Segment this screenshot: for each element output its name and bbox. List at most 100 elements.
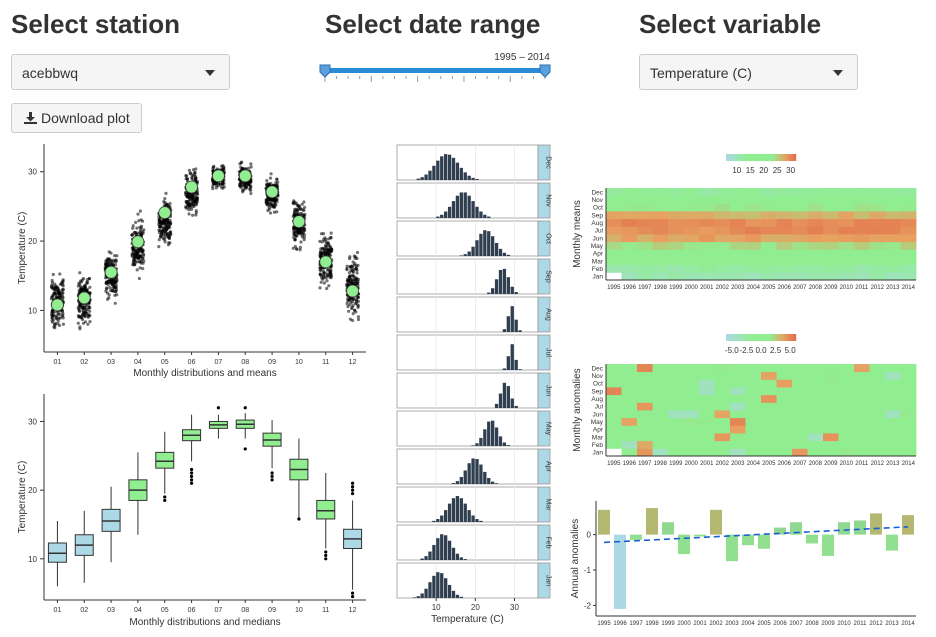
- histogram-bar: [510, 398, 514, 408]
- heatmap-cell: [854, 264, 870, 273]
- histogram-bar: [424, 174, 428, 180]
- heatmap-cell: [668, 195, 684, 204]
- heatmap-cell: [823, 203, 839, 212]
- outlier-point: [189, 478, 194, 482]
- histogram-bar: [440, 573, 444, 598]
- heatmap-cell: [869, 188, 886, 197]
- month-label: Jun: [593, 411, 604, 418]
- histogram-bar: [510, 286, 514, 294]
- slider-handle-end[interactable]: [539, 64, 551, 78]
- histogram-bar: [467, 251, 471, 256]
- heatmap-cell: [761, 218, 777, 227]
- slider-handle-start[interactable]: [319, 64, 331, 78]
- mean-point-07: [212, 169, 225, 183]
- legend-tick-label: 5.0: [785, 346, 797, 355]
- heatmap-cell: [823, 410, 839, 419]
- histogram-bar: [475, 443, 479, 446]
- heatmap-cell: [838, 364, 855, 373]
- heatmap-cell: [900, 364, 917, 373]
- chevron-down-icon: [833, 70, 843, 76]
- heatmap-cell: [699, 218, 715, 227]
- histogram-bar: [475, 179, 479, 180]
- heatmap-cell: [714, 241, 731, 250]
- facet-label: Sep: [545, 270, 552, 283]
- heatmap-cell: [776, 417, 793, 426]
- heatmap-cell: [730, 226, 746, 235]
- heatmap-cell: [745, 433, 762, 442]
- heatmap-cell: [869, 364, 886, 373]
- outlier-point: [243, 406, 247, 410]
- heatmap-cell: [730, 425, 746, 434]
- heatmap-cell: [714, 425, 731, 434]
- heatmap-cell: [637, 218, 653, 227]
- heatmap-cell: [730, 448, 746, 457]
- heatmap-cell: [792, 188, 808, 197]
- histogram-bar: [436, 538, 440, 560]
- heatmap-cell: [621, 364, 638, 373]
- heatmap-cell: [823, 394, 839, 403]
- heatmap-cell: [869, 264, 886, 273]
- heatmap-cell: [652, 188, 669, 197]
- heatmap-cell: [854, 257, 870, 266]
- heatmap-cell: [776, 410, 793, 419]
- heatmap-cell: [637, 226, 653, 235]
- heatmap-cell: [606, 264, 622, 273]
- heatmap-cell: [776, 234, 793, 243]
- heatmap-cell: [885, 364, 901, 373]
- histogram-bar: [494, 279, 499, 294]
- heatmap-cell: [823, 425, 839, 434]
- histogram-bar: [463, 559, 467, 560]
- heatmap-cell: [606, 410, 622, 419]
- variable-select[interactable]: Temperature (C): [639, 54, 858, 90]
- heatmap-cell: [652, 402, 669, 411]
- heatmap-cell: [854, 188, 870, 197]
- heatmap-cell: [621, 425, 638, 434]
- year-label: 2001: [700, 461, 714, 467]
- heatmap-cell: [637, 387, 653, 396]
- heatmap-cell: [869, 195, 886, 204]
- heatmap-cell: [761, 417, 777, 426]
- heatmap-cell: [730, 410, 746, 419]
- histogram-bar: [483, 429, 487, 446]
- annual-bar-2005: [758, 534, 770, 549]
- heatmap-cell: [807, 440, 824, 449]
- histogram-bar: [475, 206, 479, 218]
- heatmap-cell: [869, 257, 886, 266]
- facet-panel: [396, 258, 539, 295]
- heatmap-cell: [776, 440, 793, 449]
- heatmap-cell: [652, 433, 669, 442]
- heatmap-cell: [807, 272, 824, 281]
- heatmap-cell: [606, 203, 622, 212]
- heatmap-cell: [792, 410, 808, 419]
- mean-point-12: [346, 284, 359, 298]
- heatmap-cell: [745, 234, 762, 243]
- histogram-bar: [498, 436, 503, 446]
- year-label: 2011: [855, 285, 869, 291]
- station-select[interactable]: acebbwq: [11, 54, 230, 90]
- heatmap-cell: [900, 211, 917, 220]
- legend-tick-label: -2.5: [740, 346, 754, 355]
- date-range-slider[interactable]: 1995 – 2014: [315, 48, 561, 84]
- heatmap-cell: [838, 211, 855, 220]
- box-03: [101, 486, 121, 563]
- heatmap-cell: [621, 203, 638, 212]
- year-label: 1996: [623, 285, 637, 291]
- heatmap-cell: [652, 379, 669, 388]
- x-tick-label: 05: [161, 607, 169, 614]
- heatmap-cell: [652, 417, 669, 426]
- facet-label: Jun: [545, 385, 552, 396]
- heatmap-cell: [869, 203, 886, 212]
- heatmap-cell: [854, 417, 870, 426]
- heatmap-cell: [823, 257, 839, 266]
- download-plot-button[interactable]: Download plot: [11, 103, 142, 133]
- heatmap-cell: [683, 371, 700, 380]
- heatmap-cell: [792, 257, 808, 266]
- heatmap-legend: 10 15 20 25 30: [726, 154, 797, 175]
- histogram-bar: [447, 540, 452, 560]
- heatmap-cell: [637, 433, 653, 442]
- heatmap-cell: [668, 410, 684, 419]
- facet-panel: [396, 144, 539, 181]
- heatmap-cell: [807, 188, 824, 197]
- year-label: 1995: [607, 461, 621, 467]
